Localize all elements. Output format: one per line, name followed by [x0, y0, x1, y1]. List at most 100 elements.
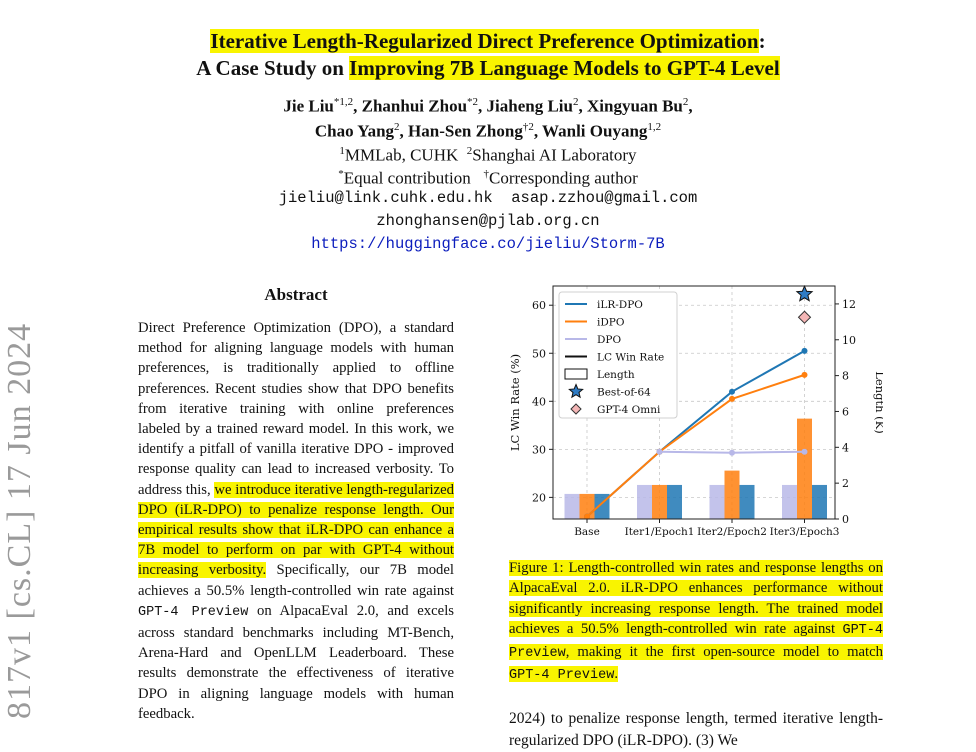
author-sep: , [399, 121, 409, 141]
legend-box [558, 291, 678, 419]
length-bar [709, 484, 725, 519]
legend-star-swatch [568, 383, 584, 399]
author-sep: , [353, 96, 362, 116]
win-rate-point [656, 448, 663, 455]
y2-tick-label: 2 [842, 477, 849, 490]
legend-label: Length [597, 369, 635, 381]
project-url[interactable]: https://huggingface.co/jieliu/Storm-7B [311, 235, 665, 253]
author-sep: , [533, 121, 543, 141]
y2-tick-label: 10 [842, 334, 856, 347]
author-sep: , [478, 96, 487, 116]
author-line-1: Jie Liu*1,2, Zhanhui Zhou*2, Jiaheng Liu… [0, 91, 976, 118]
y-tick-label: 20 [532, 491, 546, 504]
x-tick-label: Iter2/Epoch2 [697, 526, 767, 538]
author-name: Han-Sen Zhong [408, 121, 523, 141]
author-name: Jiaheng Liu [486, 96, 573, 116]
author-sup: 1,2 [647, 121, 662, 133]
plot-frame [552, 285, 836, 520]
caption-text: , making it the first open-source model … [565, 643, 883, 660]
abstract-value: 50.5% [206, 582, 245, 599]
author-name: Jie Liu [283, 96, 334, 116]
author-sup: †2 [522, 121, 534, 133]
caption-text: . [614, 666, 618, 683]
length-bar [724, 470, 740, 519]
author-sup: 2 [682, 96, 689, 108]
win-rate-point [584, 513, 590, 520]
affiliation: Shanghai AI Laboratory [472, 145, 637, 165]
abstract-text: length-controlled win rate against [244, 582, 454, 599]
y-tick-label: 60 [532, 299, 546, 312]
author-sup: 2 [572, 96, 579, 108]
length-bar [637, 484, 652, 519]
email: asap.zzhou@gmail.com [511, 189, 698, 207]
gpt4-omni-marker [797, 310, 812, 324]
y-tick-label: 50 [532, 347, 546, 360]
y2-axis-label: Length (K) [873, 371, 883, 433]
abstract-text: Direct Preference Optimization (DPO), a … [138, 320, 454, 498]
abstract-heading: Abstract [264, 285, 328, 304]
arxiv-stamp: 817v1 [cs.CL] 17 Jun 2024 [1, 322, 38, 719]
author-notes: *Equal contribution †Corresponding autho… [0, 163, 976, 190]
title-highlight-1: Iterative Length-Regularized Direct Pref… [210, 29, 759, 53]
y-tick-label: 30 [532, 443, 546, 456]
caption-text: length-controlled win rate against [618, 621, 843, 638]
paper-title-line1: Iterative Length-Regularized Direct Pref… [0, 28, 976, 54]
x-tick-label: Iter3/Epoch3 [770, 526, 840, 538]
author-sup: *1,2 [333, 96, 354, 108]
title-colon: : [758, 29, 766, 53]
body-text: 2024) to penalize response length, terme… [509, 710, 883, 749]
affiliation: MMLab, CUHK [344, 145, 459, 165]
legend-label: DPO [597, 334, 621, 346]
abstract-text: Specifically, our 7B model achieves a [138, 562, 454, 599]
y-tick-label: 40 [532, 395, 546, 408]
legend-label: iLR-DPO [597, 299, 643, 311]
note: Equal contribution [343, 168, 471, 188]
length-bar [652, 484, 667, 519]
length-bar [797, 418, 812, 519]
figure-caption: Figure 1: Length-controlled win rates an… [509, 558, 883, 686]
best-of-64-marker [795, 284, 814, 302]
title-highlight-2: Improving 7B Language Models to GPT-4 Le… [349, 56, 780, 80]
legend-label: LC Win Rate [597, 352, 664, 364]
y2-tick-label: 8 [842, 370, 849, 383]
legend-label: Best-of-64 [597, 387, 651, 399]
author-name: Wanli Ouyang [542, 121, 648, 141]
win-rate-point [801, 371, 808, 378]
aff-sup: 2 [466, 145, 473, 157]
note-sup: * [338, 168, 344, 180]
y2-tick-label: 0 [842, 513, 849, 526]
caption-value: 50.5% [580, 621, 619, 638]
y2-tick-label: 6 [842, 405, 849, 418]
email: zhonghansen@pjlab.org.cn [376, 212, 600, 230]
win-rate-point [801, 448, 808, 455]
affiliations: 1MMLab, CUHK 2Shanghai AI Laboratory [0, 140, 976, 167]
author-name: Xingyuan Bu [586, 96, 683, 116]
note: Corresponding author [489, 168, 638, 188]
author-name: Chao Yang [314, 121, 395, 141]
abstract-body: Direct Preference Optimization (DPO), a … [138, 318, 454, 724]
note-sup: † [483, 168, 490, 180]
length-bar [782, 484, 797, 519]
y2-tick-label: 4 [842, 441, 849, 454]
legend-diamond-swatch [570, 403, 582, 415]
caption-text: Figure 1: Length-controlled win rates an… [509, 560, 883, 638]
x-tick-label: Iter1/Epoch1 [625, 526, 695, 538]
length-bar [812, 484, 827, 519]
x-tick-label: Base [574, 526, 600, 538]
length-bar [739, 484, 755, 519]
legend-label: GPT-4 Omni [597, 404, 661, 416]
y-axis-label: LC Win Rate (%) [508, 354, 522, 451]
paper-title-line2: A Case Study on Improving 7B Language Mo… [0, 55, 976, 81]
author-name: Zhanhui Zhou [361, 96, 468, 116]
title-prefix: A Case Study on [196, 56, 350, 80]
emails-line-2: zhonghansen@pjlab.org.cn [0, 210, 976, 232]
y2-tick-label: 12 [842, 298, 856, 311]
email: jieliu@link.cuhk.edu.hk [278, 189, 493, 207]
author-sup: *2 [467, 96, 479, 108]
aff-sup: 1 [339, 145, 345, 157]
caption-model: GPT-4 Preview [509, 668, 615, 684]
caption-model: GPT-4 Preview [509, 623, 883, 661]
project-url-line: https://huggingface.co/jieliu/Storm-7B [0, 233, 976, 255]
length-bar [667, 484, 682, 519]
win-rate-point [729, 388, 735, 395]
